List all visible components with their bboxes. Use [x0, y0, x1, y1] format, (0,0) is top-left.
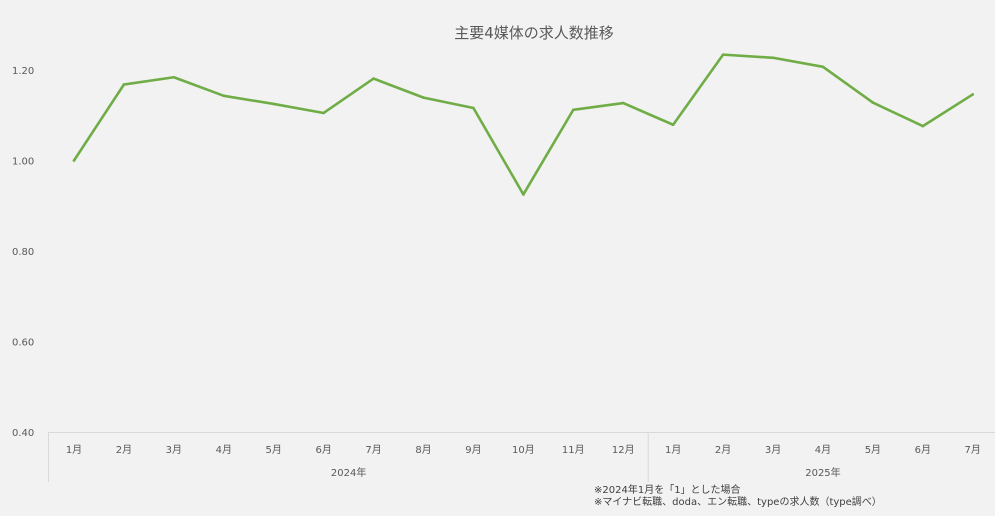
y-tick-label: 0.60	[12, 338, 34, 349]
x-tick-label: 2月	[116, 444, 132, 456]
year-group-label: 2025年	[805, 466, 840, 479]
data-point	[871, 101, 875, 104]
x-tick-label: 11月	[562, 444, 585, 456]
x-tick-label: 2月	[715, 444, 731, 456]
x-tick-label: 12月	[612, 444, 635, 456]
series-layer	[72, 53, 975, 196]
data-point	[322, 111, 325, 115]
data-point	[172, 75, 176, 79]
x-tick-label: 10月	[512, 444, 535, 456]
chart-title: 主要4媒体の求人数推移	[454, 24, 614, 42]
data-point	[122, 83, 126, 86]
year-group-label: 2024年	[331, 466, 366, 479]
x-tick-label: 3月	[765, 444, 781, 456]
data-point	[222, 94, 226, 98]
x-tick-label: 8月	[415, 444, 431, 456]
data-point	[522, 193, 525, 196]
data-point	[372, 77, 375, 80]
x-tick-label: 4月	[216, 444, 232, 456]
data-point	[971, 93, 975, 96]
x-tick-label: 7月	[365, 444, 381, 456]
y-tick-label: 1.00	[12, 157, 34, 168]
x-tick-label: 6月	[915, 444, 931, 456]
series-line	[72, 53, 975, 196]
x-tick-label: 5月	[266, 444, 282, 456]
data-point	[422, 96, 425, 99]
data-point	[621, 101, 625, 105]
data-point	[472, 106, 475, 110]
data-point	[821, 65, 825, 69]
x-tick-label: 3月	[166, 444, 182, 456]
data-point	[572, 108, 575, 112]
x-tick-label: 4月	[815, 444, 831, 456]
data-point	[72, 159, 76, 162]
x-tick-label: 7月	[965, 444, 981, 456]
y-axis: 0.40 0.60 0.80 1.00 1.20	[12, 66, 34, 439]
x-tick-label: 5月	[865, 444, 881, 456]
y-tick-label: 0.80	[12, 247, 34, 258]
data-point	[921, 124, 925, 128]
x-tick-label: 9月	[465, 444, 481, 456]
x-tick-label: 6月	[315, 444, 331, 456]
data-point	[272, 102, 276, 106]
footnote-baseline: ※2024年1月を「1」とした場合	[594, 485, 741, 496]
y-tick-label: 1.20	[12, 66, 34, 77]
data-point	[721, 53, 725, 56]
y-tick-label: 0.40	[12, 428, 34, 439]
data-point	[771, 56, 775, 60]
footnote-source: ※マイナビ転職、doda、エン転職、typeの求人数（type調べ）	[594, 497, 882, 508]
x-axis: 2024年 2025年 1月 2月 3月 4月 5月 6月 7月 8月 9月 10月 11月 12月 1月 2…	[48, 432, 995, 482]
x-tick-label: 1月	[665, 444, 681, 456]
data-point	[671, 123, 675, 127]
x-tick-label: 1月	[66, 444, 82, 456]
